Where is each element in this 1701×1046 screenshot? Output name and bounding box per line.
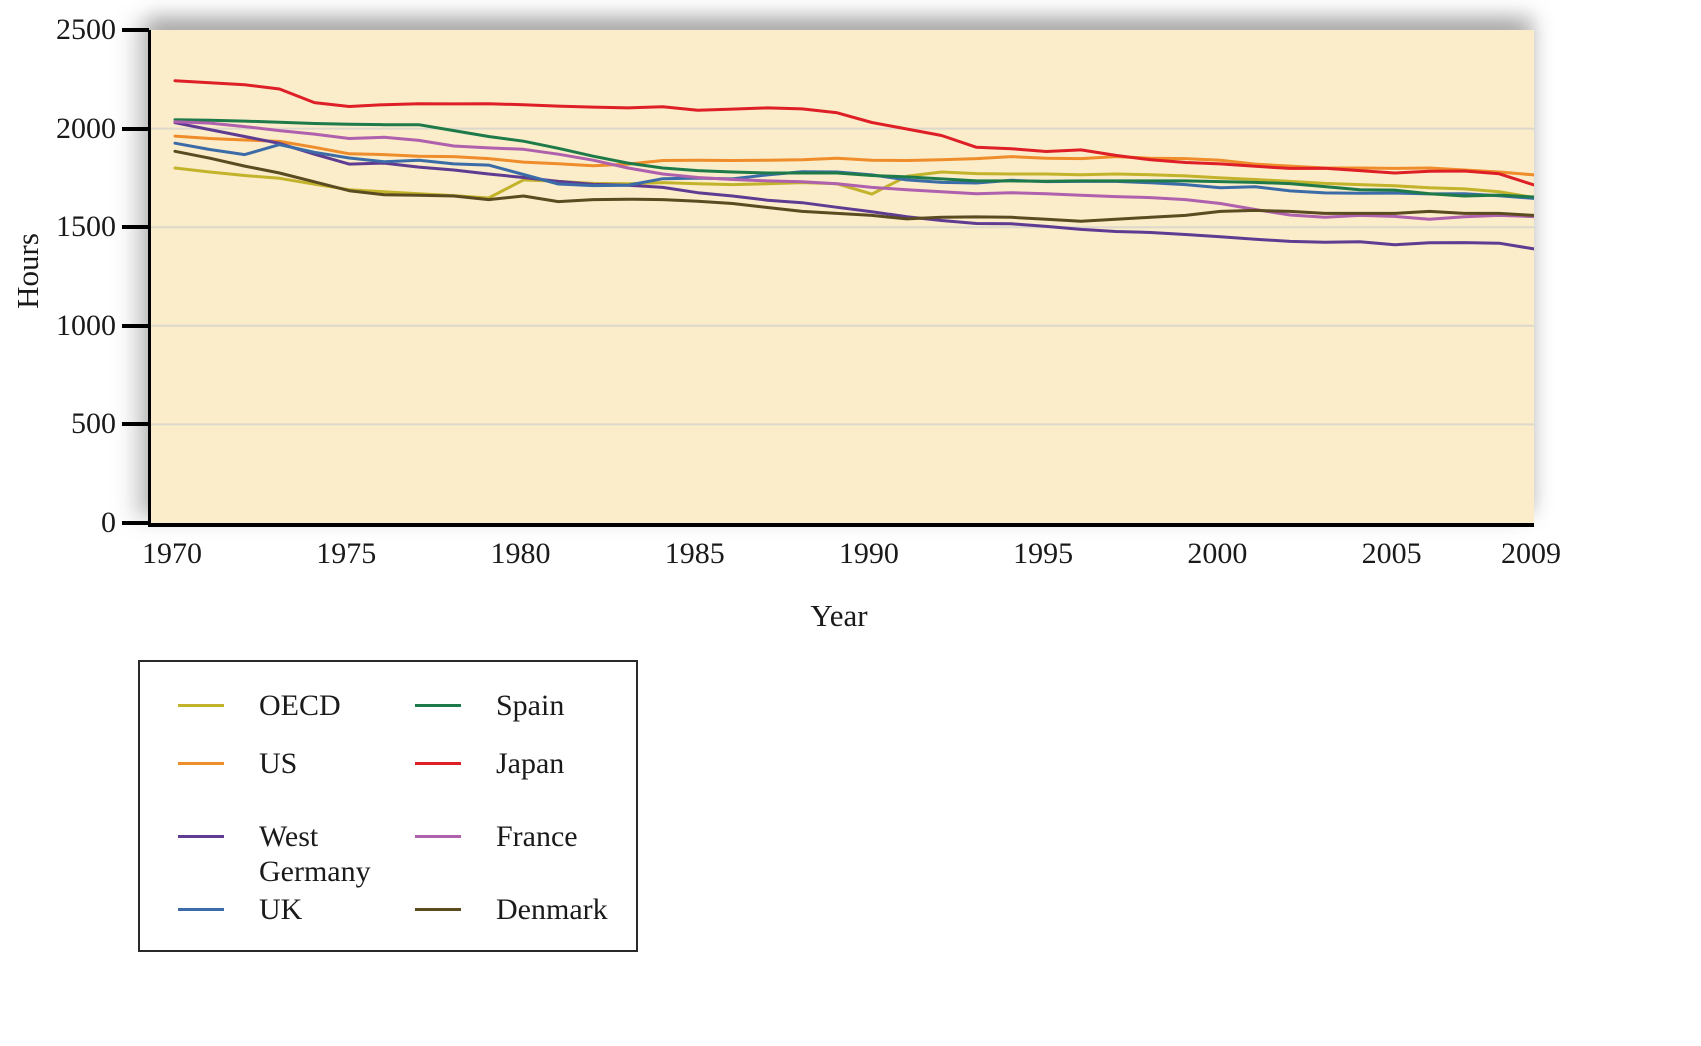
legend-item-france: France <box>415 819 628 892</box>
legend-label-denmark: Denmark <box>496 893 608 926</box>
x-tick-label-1990: 1990 <box>838 537 899 570</box>
series-line-japan <box>173 79 1534 187</box>
legend-item-oecd: OECD <box>178 688 415 746</box>
legend-item-west-germany: West Germany <box>178 819 415 892</box>
x-axis-title: Year <box>810 598 868 633</box>
y-tick-label-2500: 2500 <box>56 13 116 46</box>
legend-label-uk: UK <box>259 893 303 926</box>
legend-item-japan: Japan <box>415 746 628 819</box>
x-tick-label-1975: 1975 <box>316 537 377 570</box>
y-tick-label-2000: 2000 <box>56 111 116 145</box>
legend-swatch-west-germany <box>178 835 224 838</box>
y-tick-mark-0 <box>122 521 149 525</box>
x-tick-label-2009: 2009 <box>1501 537 1561 570</box>
x-tick-label-1970: 1970 <box>142 537 202 570</box>
legend-item-spain: Spain <box>415 688 628 746</box>
y-tick-label-1000: 1000 <box>56 308 116 342</box>
y-tick-label-1500: 1500 <box>56 210 116 244</box>
legend-swatch-uk <box>178 908 224 911</box>
legend-swatch-denmark <box>415 908 461 911</box>
legend-swatch-spain <box>415 704 461 707</box>
x-tick-label-1995: 1995 <box>1013 537 1074 570</box>
legend-label-france: France <box>496 820 578 853</box>
legend-label-spain: Spain <box>496 689 565 722</box>
series-line-spain <box>173 118 1534 199</box>
series-line-denmark <box>173 149 1534 223</box>
series-line-oecd <box>173 166 1534 200</box>
y-tick-label-500: 500 <box>71 407 116 441</box>
line-chart-svg <box>151 79 1534 426</box>
legend-swatch-france <box>415 835 461 838</box>
plot-area <box>148 30 1534 527</box>
y-tick-mark-1000 <box>122 323 149 328</box>
legend-label-west-germany: West Germany <box>259 820 371 888</box>
legend-item-us: US <box>178 746 415 819</box>
legend-item-denmark: Denmark <box>415 892 628 950</box>
x-tick-label-2005: 2005 <box>1361 537 1422 570</box>
legend-item-uk: UK <box>178 892 415 950</box>
legend-box: OECD US West Germany UK Spain Japan France Denm… <box>138 660 638 952</box>
y-tick-mark-1500 <box>122 225 149 230</box>
series-line-west-germany <box>173 121 1534 251</box>
x-tick-label-1985: 1985 <box>664 537 725 570</box>
y-tick-mark-2500 <box>122 28 149 32</box>
legend-label-japan: Japan <box>496 747 565 780</box>
x-tick-label-2000: 2000 <box>1187 537 1248 570</box>
legend-swatch-oecd <box>178 704 224 707</box>
legend-swatch-us <box>178 762 224 765</box>
y-tick-label-0: 0 <box>101 506 116 539</box>
legend-label-us: US <box>259 747 298 780</box>
x-tick-label-1980: 1980 <box>490 537 551 570</box>
legend-swatch-japan <box>415 762 461 765</box>
series-line-france <box>173 120 1534 221</box>
y-tick-mark-2000 <box>122 126 149 131</box>
legend-label-oecd: OECD <box>259 689 341 722</box>
y-tick-mark-500 <box>122 422 149 427</box>
